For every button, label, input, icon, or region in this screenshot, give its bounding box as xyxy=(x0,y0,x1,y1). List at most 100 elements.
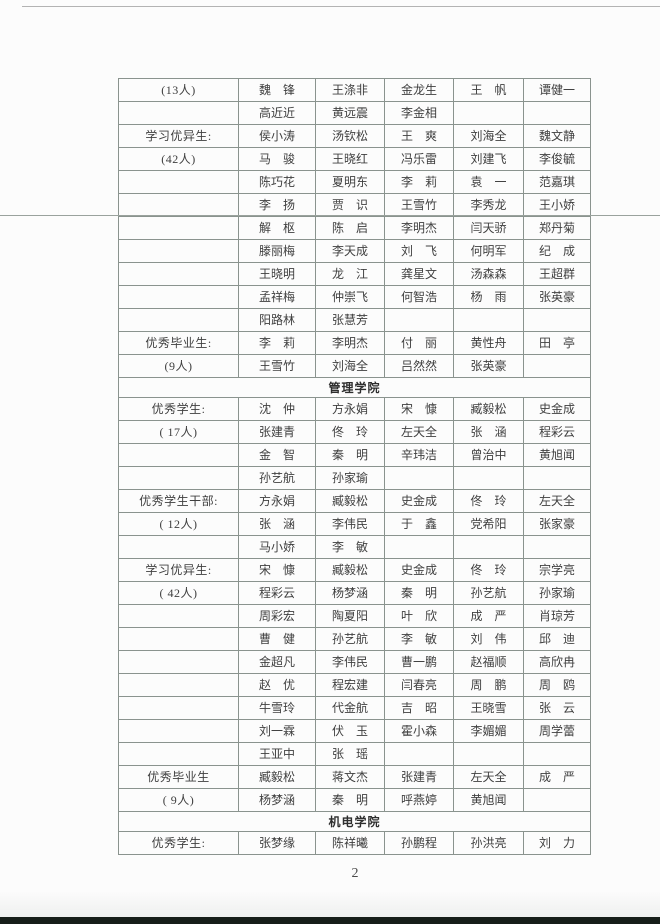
student-name-cell: 李金相 xyxy=(384,101,454,125)
student-name-cell: 闫春亮 xyxy=(384,673,454,697)
student-name-cell: 代金航 xyxy=(315,696,385,720)
student-name-cell: 成 严 xyxy=(523,765,591,789)
student-name-cell: 贾 识 xyxy=(315,193,385,217)
student-name-cell: 黄旭闻 xyxy=(523,443,591,467)
student-name-cell: 仲崇飞 xyxy=(315,285,385,309)
student-name-cell: 何明军 xyxy=(453,239,524,263)
student-name-cell: 金龙生 xyxy=(384,78,454,102)
student-name-cell: 孙艺航 xyxy=(315,627,385,651)
table-row: 周彩宏 陶夏阳叶 欣成 严肖琼芳 xyxy=(118,604,591,628)
student-name-cell: 李媚媚 xyxy=(453,719,524,743)
student-name-cell xyxy=(523,535,591,559)
student-name-cell: 王 帆 xyxy=(453,78,524,102)
student-name-cell: 王晓雪 xyxy=(453,696,524,720)
student-name-cell: 金 智 xyxy=(238,443,316,467)
table-row: 学习优异生: 宋 慷臧毅松 史金成佟 玲宗学亮 xyxy=(118,558,591,582)
student-name-cell: 吕然然 xyxy=(384,354,454,378)
student-name-cell: 闫天骄 xyxy=(453,216,524,240)
table-row: (13人) 魏 锋王涤非 金龙生王 帆谭健一 xyxy=(118,78,591,102)
table-row: 学习优异生: 侯小涛 汤钦松王 爽刘海全 魏文静 xyxy=(118,124,591,148)
table-row: ( 42人) 程彩云 杨梦涵秦 明孙艺航 孙家瑜 xyxy=(118,581,591,605)
student-name-cell: 李 扬 xyxy=(238,193,316,217)
student-name-cell: 佟 玲 xyxy=(315,420,385,444)
table-row: ( 9人) 杨梦涵秦 明呼燕婷 黄旭闻 xyxy=(118,788,591,812)
student-name-cell: 辛玮洁 xyxy=(384,443,454,467)
category-label-cell: 学习优异生: xyxy=(118,124,239,148)
student-name-cell: 秦 明 xyxy=(315,788,385,812)
student-name-cell: 付 丽 xyxy=(384,331,454,355)
student-name-cell: 刘建飞 xyxy=(453,147,524,171)
student-name-cell: 王晓红 xyxy=(315,147,385,171)
scan-bottom-smudge xyxy=(0,891,660,917)
student-name-cell: 赵 优 xyxy=(238,673,316,697)
student-name-cell: 解 枢 xyxy=(238,216,316,240)
student-name-cell: 魏 锋 xyxy=(238,78,316,102)
student-name-cell: 赵福顺 xyxy=(453,650,524,674)
category-label-cell xyxy=(118,216,239,240)
student-name-cell: 张建青 xyxy=(238,420,316,444)
student-name-cell: 王 爽 xyxy=(384,124,454,148)
student-name-cell: 孟祥梅 xyxy=(238,285,316,309)
student-name-cell: 佟 玲 xyxy=(453,558,524,582)
student-name-cell xyxy=(453,535,524,559)
student-name-cell: 王雪竹 xyxy=(238,354,316,378)
category-label-cell: 优秀毕业生: xyxy=(118,331,239,355)
category-label-cell xyxy=(118,239,239,263)
table-row: 滕丽梅 李天成刘 飞何明军纪 成 xyxy=(118,239,591,263)
table-row: 孟祥梅 仲崇飞 何智浩杨 雨张英豪 xyxy=(118,285,591,309)
page-number: 2 xyxy=(351,866,359,881)
student-name-cell: 张英豪 xyxy=(453,354,524,378)
category-label-cell: 优秀学生: xyxy=(118,831,239,855)
table-row: 孙艺航 孙家瑜 xyxy=(118,466,591,490)
category-label-cell xyxy=(118,170,239,194)
table-row: 阳路林 张慧芳 xyxy=(118,308,591,332)
category-label-cell: (42人) xyxy=(118,147,239,171)
student-name-cell: 李明杰 xyxy=(384,216,454,240)
student-name-cell: 张 涵 xyxy=(453,420,524,444)
student-name-cell: 李伟民 xyxy=(315,512,385,536)
student-name-cell: 成 严 xyxy=(453,604,524,628)
category-label-cell: (9人) xyxy=(118,354,239,378)
student-name-cell: 王超群 xyxy=(523,262,591,286)
category-label-cell xyxy=(118,262,239,286)
student-name-cell: 张英豪 xyxy=(523,285,591,309)
student-name-cell: 史金成 xyxy=(384,558,454,582)
table-row: 马小娇李 敏 xyxy=(118,535,591,559)
table-row: 李 扬贾 识王雪竹 李秀龙 王小娇 xyxy=(118,193,591,217)
student-name-cell: 孙家瑜 xyxy=(315,466,385,490)
table-row: 牛雪玲 代金航吉 昭王晓雪张 云 xyxy=(118,696,591,720)
student-name-cell: 伏 玉 xyxy=(315,719,385,743)
category-label-cell xyxy=(118,535,239,559)
category-label-cell: ( 9人) xyxy=(118,788,239,812)
student-name-cell: 郑丹菊 xyxy=(523,216,591,240)
student-name-cell: 滕丽梅 xyxy=(238,239,316,263)
student-name-cell: 牛雪玲 xyxy=(238,696,316,720)
student-name-cell: 左天全 xyxy=(384,420,454,444)
table-row: ( 12人) 张 涵李伟民于 鑫党希阳 张家豪 xyxy=(118,512,591,536)
section-header-row: 管理学院 xyxy=(118,377,591,398)
student-name-cell: 高近近 xyxy=(238,101,316,125)
student-name-cell: 曾治中 xyxy=(453,443,524,467)
student-name-cell: 孙洪亮 xyxy=(453,831,524,855)
student-name-cell: 霍小森 xyxy=(384,719,454,743)
table-row: 刘一霖伏 玉霍小森 李媚媚 周学蕾 xyxy=(118,719,591,743)
student-name-cell: 马 骏 xyxy=(238,147,316,171)
student-name-cell: 秦 明 xyxy=(384,581,454,605)
student-name-cell: 李俊毓 xyxy=(523,147,591,171)
student-name-cell: 周彩宏 xyxy=(238,604,316,628)
student-name-cell xyxy=(384,535,454,559)
category-label-cell xyxy=(118,719,239,743)
student-name-cell: 宗学亮 xyxy=(523,558,591,582)
section-header-row: 机电学院 xyxy=(118,811,591,832)
student-name-cell: 王雪竹 xyxy=(384,193,454,217)
student-name-cell: 陈巧花 xyxy=(238,170,316,194)
student-name-cell: 刘 力 xyxy=(523,831,591,855)
student-name-cell: 何智浩 xyxy=(384,285,454,309)
award-table-body: (13人) 魏 锋王涤非 金龙生王 帆谭健一 高近近 黄远震 李金相 学习优异生: 侯小涛 汤钦… xyxy=(118,78,591,855)
student-name-cell: 左天全 xyxy=(523,489,591,513)
student-name-cell: 李天成 xyxy=(315,239,385,263)
student-name-cell: 王涤非 xyxy=(315,78,385,102)
student-name-cell: 叶 欣 xyxy=(384,604,454,628)
student-name-cell: 佟 玲 xyxy=(453,489,524,513)
student-name-cell: 刘 伟 xyxy=(453,627,524,651)
